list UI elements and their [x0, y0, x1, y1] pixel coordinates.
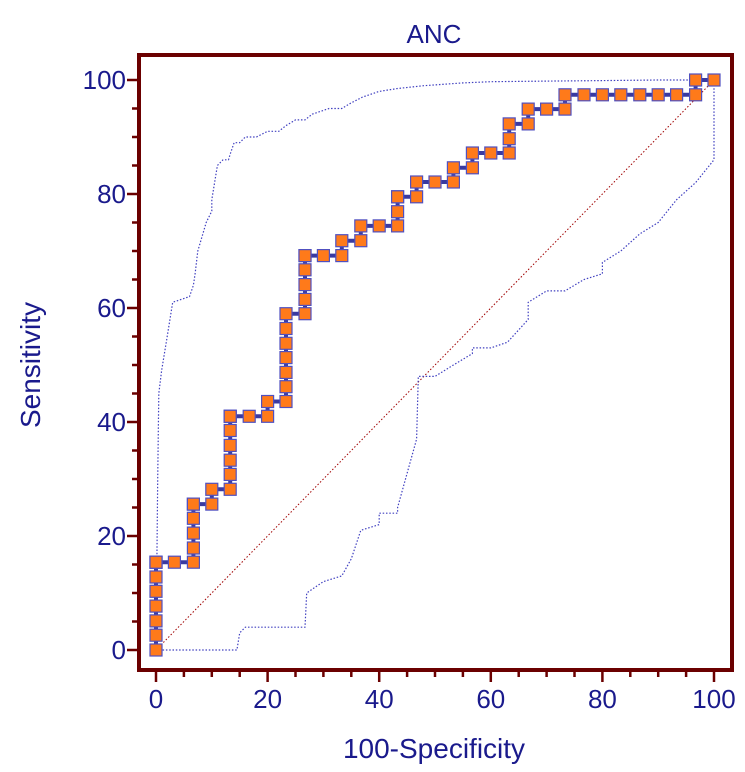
ci-lower-band-line [156, 80, 715, 651]
roc-point-marker [279, 336, 293, 350]
roc-point-marker [428, 175, 442, 189]
roc-point-marker [465, 146, 479, 160]
roc-point-marker [298, 292, 312, 306]
diagonal-reference-line [155, 79, 715, 651]
roc-curve-line [154, 78, 714, 650]
roc-point-marker [223, 482, 237, 496]
roc-point-marker [410, 190, 424, 204]
chart-title: ANC [407, 19, 462, 49]
roc-point-marker [484, 146, 498, 160]
roc-point-marker [595, 88, 610, 102]
roc-point-marker [186, 497, 200, 511]
roc-point-marker [335, 249, 349, 263]
plot-area [149, 73, 721, 657]
roc-point-marker [223, 467, 237, 481]
roc-point-marker [558, 88, 572, 102]
roc-point-marker [502, 132, 516, 146]
roc-point-marker [391, 219, 405, 233]
roc-point-marker [149, 614, 163, 628]
x-tick-label: 100 [692, 684, 735, 714]
roc-point-marker [205, 482, 219, 496]
roc-point-marker [149, 570, 163, 584]
axis-ticks [127, 78, 716, 682]
ci-upper-band-line [155, 79, 714, 651]
roc-point-marker [410, 175, 424, 189]
roc-point-marker [279, 394, 293, 409]
roc-point-marker [688, 73, 703, 87]
roc-point-marker [614, 88, 628, 102]
roc-point-marker [298, 263, 312, 277]
roc-point-marker [707, 73, 721, 87]
roc-point-marker [521, 102, 535, 116]
roc-point-marker [446, 161, 460, 175]
x-tick-labels: 0 20 40 60 80 100 [149, 684, 736, 714]
y-tick-label: 100 [83, 65, 126, 95]
x-tick-label: 80 [588, 684, 617, 714]
roc-point-marker [633, 88, 647, 102]
roc-point-marker [261, 409, 275, 423]
roc-point-marker [223, 438, 237, 452]
roc-point-marker [223, 453, 237, 467]
roc-point-marker [149, 599, 163, 613]
roc-point-marker [446, 175, 460, 189]
roc-point-marker [149, 643, 163, 657]
roc-point-marker [354, 219, 368, 233]
roc-point-marker [186, 526, 200, 540]
roc-point-marker [372, 219, 386, 233]
x-axis-label: 100-Specificity [343, 733, 525, 764]
roc-point-marker [651, 88, 665, 102]
roc-point-marker [186, 511, 200, 525]
roc-point-marker [279, 365, 293, 379]
roc-point-marker [223, 409, 237, 423]
roc-point-marker [298, 278, 312, 292]
y-tick-labels: 0 20 40 60 80 100 [83, 65, 126, 665]
x-tick-label: 0 [149, 684, 163, 714]
y-tick-label: 80 [97, 179, 126, 209]
roc-point-marker [261, 394, 275, 409]
roc-point-marker [186, 555, 200, 569]
roc-point-marker [298, 307, 312, 321]
roc-point-marker [279, 380, 293, 394]
x-tick-label: 60 [476, 684, 505, 714]
x-tick-label: 40 [365, 684, 394, 714]
y-axis-label: Sensitivity [15, 302, 46, 428]
roc-point-marker [149, 584, 163, 598]
roc-point-marker [167, 555, 181, 569]
roc-point-marker [149, 628, 163, 642]
x-tick-label: 20 [253, 684, 282, 714]
roc-point-marker [669, 88, 684, 102]
roc-point-marker [688, 88, 703, 102]
roc-point-marker [539, 102, 554, 116]
roc-point-marker [279, 321, 293, 336]
roc-point-marker [186, 541, 200, 555]
roc-point-marker [279, 307, 293, 321]
y-tick-label: 60 [97, 293, 126, 323]
roc-point-marker [391, 205, 405, 219]
roc-point-marker [223, 423, 237, 438]
roc-point-marker [558, 102, 572, 116]
y-tick-label: 0 [112, 635, 126, 665]
roc-point-marker [298, 249, 312, 263]
roc-point-marker [502, 117, 516, 131]
plot-frame [137, 53, 734, 672]
roc-point-marker [354, 234, 368, 248]
roc-point-marker [391, 190, 405, 204]
roc-point-marker [149, 555, 163, 569]
roc-point-marker [335, 234, 349, 248]
roc-point-marker [521, 117, 535, 131]
roc-point-marker [242, 409, 256, 423]
y-tick-label: 20 [97, 521, 126, 551]
roc-point-marker [279, 351, 293, 365]
roc-point-marker [465, 161, 479, 175]
roc-point-marker [502, 146, 516, 160]
roc-point-marker [205, 497, 219, 511]
roc-point-marker [316, 249, 330, 263]
y-tick-label: 40 [97, 407, 126, 437]
roc-point-marker [577, 88, 591, 102]
